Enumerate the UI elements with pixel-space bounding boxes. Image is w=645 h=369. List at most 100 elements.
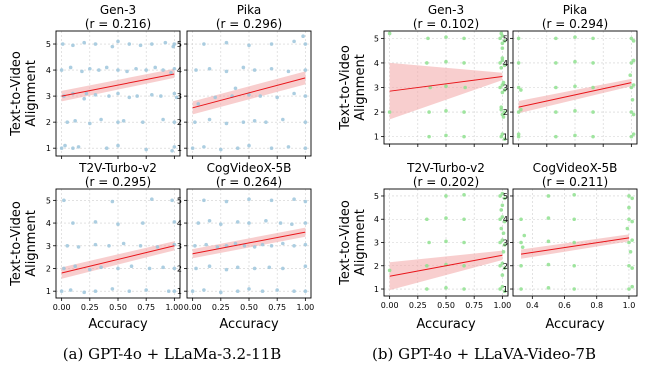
data-point — [172, 120, 177, 124]
data-point — [500, 203, 505, 208]
data-point — [630, 284, 634, 289]
panel-subtitle: (r = 0.211) — [542, 175, 608, 189]
data-point — [82, 290, 86, 295]
data-point — [630, 97, 635, 102]
data-point — [278, 221, 283, 225]
data-point — [630, 266, 634, 270]
data-point — [627, 205, 631, 210]
data-point — [196, 102, 201, 106]
data-point — [172, 91, 177, 96]
data-point — [110, 199, 115, 204]
panel-title: Gen-3 — [100, 3, 136, 17]
panel-subtitle: (r = 0.102) — [413, 17, 479, 31]
regression-line — [520, 237, 630, 255]
data-point — [150, 42, 154, 46]
data-point — [235, 146, 240, 150]
data-point — [116, 222, 120, 226]
y-tick-label: 5 — [503, 192, 508, 201]
data-point — [93, 93, 98, 97]
y-axis-label: Alignment — [353, 209, 368, 276]
data-point — [247, 221, 251, 225]
data-point — [516, 110, 521, 114]
panel-title: CogVideoX-5B — [207, 161, 292, 175]
data-point — [62, 266, 66, 271]
y-tick-label: 2 — [374, 262, 379, 271]
data-point — [303, 264, 308, 269]
data-point — [247, 143, 251, 148]
data-point — [219, 147, 223, 152]
confidence-band — [389, 62, 503, 120]
data-point — [546, 286, 551, 290]
data-point — [281, 241, 285, 246]
data-point — [502, 219, 507, 224]
data-point — [500, 238, 505, 242]
data-point — [161, 265, 165, 270]
y-tick-label: 2 — [503, 108, 508, 117]
data-point — [281, 266, 285, 271]
data-point — [62, 198, 66, 203]
data-point — [519, 88, 523, 92]
data-point — [627, 287, 631, 291]
data-point — [625, 226, 630, 231]
panel-frame — [186, 30, 312, 157]
data-point — [292, 197, 296, 202]
data-point — [499, 208, 504, 212]
data-point — [591, 134, 595, 139]
data-point — [65, 243, 70, 248]
data-point — [462, 36, 466, 41]
data-point — [233, 86, 238, 91]
regression-line — [518, 82, 632, 108]
data-point — [194, 68, 198, 72]
data-point — [444, 59, 448, 64]
data-point — [190, 289, 195, 293]
data-point — [516, 85, 521, 90]
y-tick-label: 1 — [177, 287, 182, 296]
data-point — [554, 110, 558, 114]
data-point — [498, 194, 502, 198]
y-tick-label: 3 — [177, 242, 182, 251]
y-tick-label: 4 — [177, 66, 182, 75]
data-point — [247, 287, 251, 291]
data-point — [138, 43, 143, 48]
data-point — [499, 31, 504, 36]
y-tick-label: 5 — [46, 196, 51, 205]
data-point — [444, 239, 448, 244]
data-point — [202, 198, 206, 203]
data-point — [134, 66, 138, 71]
data-point — [104, 65, 109, 70]
data-point — [204, 242, 208, 247]
data-point — [554, 36, 558, 41]
data-point — [573, 133, 577, 138]
data-point — [224, 69, 229, 74]
panel-b-2: Pika(r = 0.294) 1 2 3 4 5 — [503, 3, 638, 147]
y-tick-label: 2 — [503, 262, 508, 271]
panel-title: Pika — [563, 3, 587, 17]
confidence-band — [518, 78, 632, 114]
data-point — [207, 264, 212, 269]
panel-title: CogVideoX-5B — [533, 161, 618, 175]
x-tick-label: 0.50 — [437, 301, 455, 310]
data-point — [99, 265, 103, 270]
data-point — [260, 242, 265, 247]
data-point — [235, 265, 240, 270]
data-point — [73, 119, 77, 123]
y-tick-label: 2 — [46, 264, 51, 273]
data-point — [498, 287, 502, 291]
data-point — [80, 69, 84, 74]
data-point — [247, 93, 251, 97]
chart-group-b: Gen-3(r = 0.102) 1 2 3 4 5 Pika(r = 0.294) 1 2 3 4… — [338, 3, 638, 363]
data-point — [107, 94, 111, 98]
regression-line — [389, 75, 503, 92]
data-point — [93, 220, 98, 224]
data-point — [425, 263, 429, 268]
x-tick-label: 0.8 — [590, 301, 603, 310]
data-point — [502, 63, 507, 68]
data-point — [462, 240, 466, 245]
data-point — [138, 243, 143, 248]
data-point — [73, 264, 77, 269]
data-point — [499, 105, 504, 109]
data-point — [141, 221, 145, 225]
confidence-band — [521, 234, 629, 259]
data-point — [202, 145, 206, 149]
data-point — [224, 121, 229, 126]
